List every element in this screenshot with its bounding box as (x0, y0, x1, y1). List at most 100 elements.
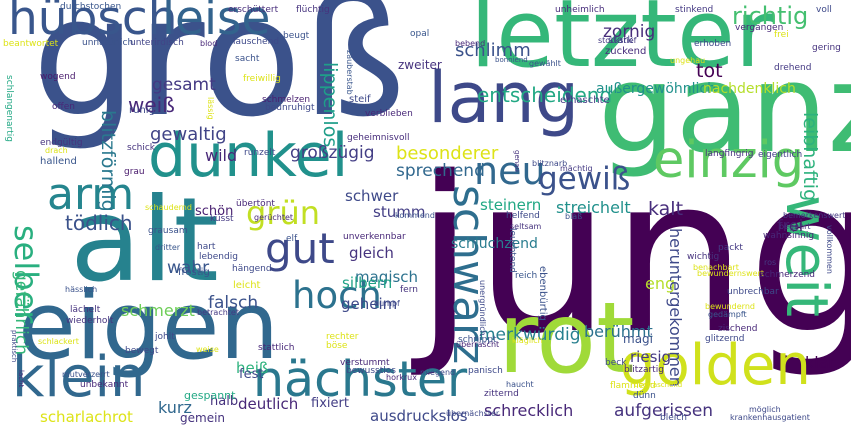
word-vollkommen: vollkommen (825, 225, 834, 274)
word-stark: stark (608, 35, 634, 46)
word-unbrechbar: unbrechbar (727, 287, 779, 297)
word-zischend: zischend (718, 324, 758, 334)
word-gespannt: gespannt (184, 389, 236, 402)
word-schnippt: schnippt (458, 335, 497, 345)
word-weiss: weiß (128, 93, 175, 117)
word-frei: frei (777, 216, 804, 235)
word-flammend: flammend (610, 381, 656, 391)
word-wichtig: wichtig (687, 252, 720, 262)
word-alt: alt (70, 173, 219, 308)
word-beck: beck (605, 358, 627, 368)
word-gedaempft: gedämpft (708, 310, 747, 319)
word-unterirdisch: unterirdisch (130, 38, 184, 48)
word-praktisch: praktisch (10, 330, 18, 363)
word-rot: rot (498, 282, 635, 396)
word-genau: genau (513, 150, 521, 172)
word-gewaltig: gewaltig (150, 124, 227, 145)
word-voll: voll (816, 5, 832, 15)
word-klar: klar (805, 353, 836, 372)
word-begehrt: begehrt (779, 222, 811, 231)
word-schaudernd: schaudernd (145, 203, 192, 212)
word-golden: golden (620, 333, 811, 398)
word-unbekannt: unbekannt (80, 380, 129, 390)
word-silbern: silbern (342, 274, 393, 292)
word-heiss: heiß (236, 359, 269, 377)
word-uebertont: übertönt (236, 199, 275, 209)
word-zweiter: zweiter (398, 58, 442, 72)
word-wahr: wahr (167, 258, 210, 278)
word-frostig: frostig (178, 267, 210, 278)
word-hallend: hallend (40, 156, 77, 167)
word-ros: ros (764, 258, 777, 267)
word-schrecklich: schrecklich (484, 401, 574, 420)
word-rechter: rechter (326, 332, 359, 342)
word-krankenhausgatient: krankenhausgatient (730, 413, 810, 422)
word-vergangen: vergangen (735, 23, 784, 33)
word-schick: schick (127, 143, 156, 153)
word-magi: magi (623, 332, 653, 346)
word-riesig: riesig (630, 348, 672, 366)
word-ausdruckslos: ausdruckslos (370, 407, 468, 425)
word-gewaehlt: gewählt (529, 59, 561, 68)
word-hart: hart (197, 242, 216, 252)
word-moeglich: möglich (749, 405, 781, 414)
word-geheim: geheim (341, 295, 398, 313)
word-dritter: dritter (155, 243, 181, 252)
word-grosszuegig: großzügig (290, 143, 375, 163)
word-panisch: panisch (468, 366, 503, 376)
word-kuesst: küsst (210, 214, 234, 224)
word-gering: gering (812, 43, 841, 53)
word-ganz: ganz (598, 38, 851, 180)
word-stinkend: stinkend (675, 5, 714, 15)
word-maechtig: mächtig (560, 164, 593, 173)
word-erschuettert: erschüttert (228, 5, 279, 15)
word-klein: klein (12, 345, 146, 410)
word-gesamt: gesamt (152, 75, 216, 95)
word-schlackert: schlackert (38, 337, 79, 346)
word-kommend: kommend (395, 211, 435, 220)
word-stumm: stumm (373, 203, 426, 221)
word-schmerzend: schmerzend (760, 270, 816, 280)
word-fixiert: fixiert (311, 396, 349, 411)
word-beugt: beugt (283, 31, 310, 41)
word-leise: leise (162, 0, 271, 46)
word-eng: eng (645, 274, 676, 293)
word-erhaschte: erhaschte (560, 95, 610, 106)
word-leibhaftig: leibhaftig (799, 112, 821, 202)
word-stattlich: stattlich (258, 343, 295, 353)
word-bewundernswert: bewundernswert (697, 269, 764, 278)
word-laessig: lässig (206, 97, 215, 120)
word-durchstochen: durchstochen (60, 2, 122, 12)
word-tot: tot (696, 60, 723, 82)
word-ueberrascht: überrascht (456, 340, 500, 349)
word-gleich: gleich (349, 244, 394, 262)
word-sacht: sacht (235, 54, 260, 64)
word-blitznarb: blitznarb (532, 159, 568, 168)
word-falsch: falsch (208, 293, 259, 313)
word-opal: opal (410, 29, 430, 39)
word-gruen: grün (246, 194, 321, 232)
word-grau: grau (124, 167, 145, 177)
word-gross: groß (32, 0, 406, 153)
word-haengend: hängend (232, 264, 272, 274)
word-schwer: schwer (345, 187, 399, 205)
word-miegend: miegend (420, 368, 456, 377)
word-sprechend: sprechend (396, 161, 485, 181)
word-fern: fern (400, 285, 418, 295)
word-unverkennbar: unverkennbar (343, 232, 406, 242)
word-uebernaechster: übernächster (446, 409, 500, 418)
word-freiwillig: freiwillig (243, 74, 281, 84)
word-blitzfoermig: blitzförmig (97, 110, 119, 212)
word-scharlachrot: scharlachrot (40, 408, 133, 426)
word-merkwuerdig: merkwürdig (479, 325, 581, 345)
word-blitzartig: blitzartig (624, 365, 664, 375)
word-naechster: nächster (253, 351, 468, 408)
word-richtig: richtig (732, 2, 809, 30)
word-einzig: einzig (653, 131, 805, 190)
word-halb: halb (210, 394, 239, 409)
word-blass: blaß (565, 212, 583, 221)
word-zitternd: zitternd (484, 389, 519, 399)
word-stockstief: stockstief (598, 36, 637, 45)
word-dunkel: dunkel (148, 121, 349, 191)
